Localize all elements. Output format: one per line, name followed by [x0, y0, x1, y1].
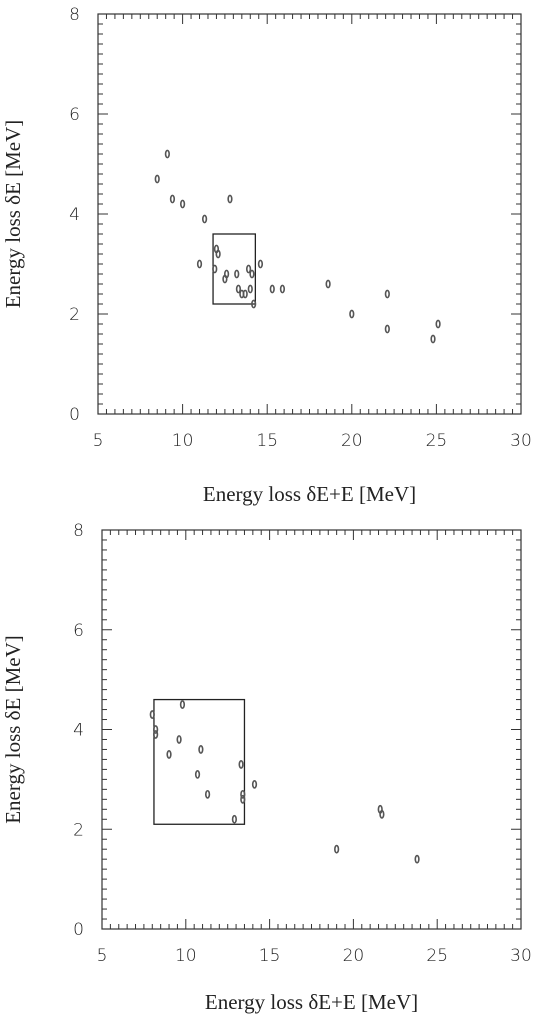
data-point: [257, 259, 264, 269]
plot-frame: [101, 529, 522, 930]
data-point: [242, 289, 248, 299]
data-point: [164, 149, 170, 159]
data-point: [166, 750, 172, 759]
x-tick-label: 25: [426, 946, 448, 966]
data-point: [196, 259, 203, 269]
data-point: [245, 264, 252, 274]
y-tick-label: 8: [69, 5, 80, 25]
data-point: [269, 284, 275, 294]
data-point: [235, 284, 242, 294]
x-tick-label: 20: [341, 431, 363, 451]
y-tick-label: 4: [73, 721, 84, 741]
y-axis-title: Energy loss δE [MeV]: [1, 635, 25, 824]
data-point: [234, 269, 240, 279]
y-tick-label: 2: [73, 820, 84, 840]
data-point: [153, 725, 159, 734]
data-point: [251, 299, 257, 309]
data-point: [240, 794, 246, 804]
top-scatter-chart: 5 10 15 20 25 30 0 2 4 6 8 Energy loss δE+E [MeV] En…: [1, 5, 532, 506]
x-tick-label: 10: [175, 946, 197, 966]
y-tick-label: 6: [73, 621, 84, 641]
data-point: [279, 284, 286, 294]
x-tick-label: 15: [259, 946, 281, 966]
y-tick-label: 4: [69, 205, 80, 225]
data-point: [169, 194, 176, 204]
y-tick-label: 6: [69, 105, 80, 125]
data-point: [379, 809, 385, 819]
x-tick-label: 30: [510, 946, 532, 966]
data-point: [212, 264, 218, 274]
data-point: [238, 760, 244, 769]
selection-box: [212, 233, 257, 305]
x-tick-label: 5: [97, 946, 108, 966]
data-point: [198, 745, 204, 754]
data-point: [180, 199, 186, 209]
data-point: [249, 269, 255, 279]
data-point: [325, 279, 331, 289]
axis-ticks: [97, 13, 522, 415]
data-point: [231, 814, 238, 824]
y-tick-label: 8: [73, 521, 84, 541]
x-tick-label: 25: [426, 431, 448, 451]
y-tick-label: 0: [73, 920, 84, 940]
data-point: [179, 700, 186, 709]
data-point: [240, 789, 246, 799]
bottom-scatter-chart: 5 10 15 20 25 30 0 2 4 6 8 Energy loss δE+E [MeV] En…: [1, 521, 532, 1014]
data-point: [435, 319, 441, 329]
x-tick-label: 10: [172, 431, 194, 451]
data-point: [194, 769, 201, 779]
data-point: [153, 730, 159, 739]
axis-ticks: [101, 529, 522, 930]
data-point: [384, 289, 390, 299]
x-axis-title: Energy loss δE+E [MeV]: [203, 482, 416, 506]
selection-box: [153, 698, 246, 825]
y-axis-title: Energy loss δE [MeV]: [1, 120, 25, 309]
x-tick-label: 5: [93, 431, 104, 451]
data-point: [227, 194, 233, 204]
y-tick-label: 2: [69, 305, 80, 325]
y-tick-label: 0: [69, 405, 80, 425]
data-point: [223, 269, 230, 279]
data-point: [384, 324, 390, 334]
data-point: [430, 334, 436, 344]
plot-frame: [97, 13, 522, 415]
x-tick-label: 15: [256, 431, 278, 451]
data-point: [349, 309, 355, 319]
x-tick-label: 20: [343, 946, 365, 966]
data-point: [204, 789, 211, 799]
data-point: [215, 249, 221, 259]
data-point: [154, 174, 160, 184]
x-axis-title: Energy loss δE+E [MeV]: [205, 990, 418, 1014]
data-point: [414, 854, 420, 864]
data-point: [251, 779, 258, 789]
data-point: [247, 284, 253, 294]
data-point: [201, 214, 208, 224]
data-point: [334, 844, 340, 854]
data-point: [176, 735, 182, 744]
data-point: [149, 710, 155, 719]
x-tick-label: 30: [510, 431, 532, 451]
